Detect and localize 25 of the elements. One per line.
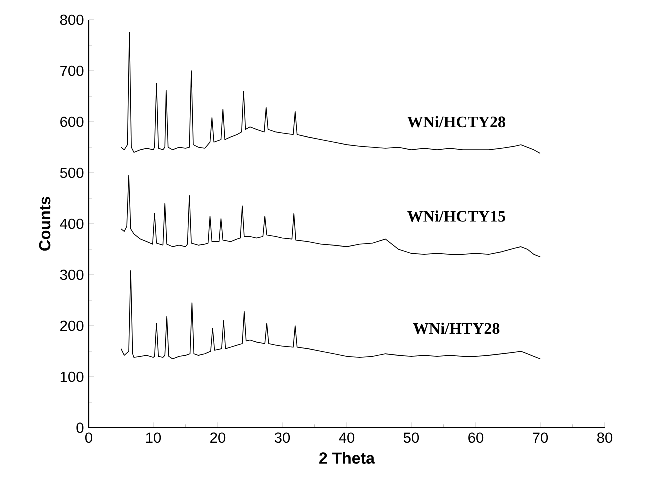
y-tick-label: 200 [60,320,84,332]
x-tick-label: 20 [210,432,226,444]
y-tick-label: 400 [60,218,84,230]
series-label: WNi/HCTY15 [408,210,506,222]
series-label: WNi/HCTY28 [408,116,506,128]
y-tick-label: 100 [60,372,84,382]
y-axis-title: Counts [39,197,51,251]
y-tick-label: 500 [60,168,84,178]
x-tick-label: 70 [533,432,548,444]
line-series [120,270,541,360]
y-tick-label: 300 [60,270,84,280]
x-tick-label: 40 [339,432,355,444]
y-tick-label: 600 [60,116,84,128]
x-tick-label: 50 [404,432,420,444]
x-tick-label: 30 [274,432,290,444]
x-tick-label: 10 [146,432,162,444]
x-tick-label: 80 [597,432,613,444]
series-label: WNi/HTY28 [413,322,500,334]
x-tick-label: 0 [85,432,92,444]
y-tick-label: 800 [60,14,84,26]
x-axis-title: 2 Theta [320,452,376,464]
x-tick-label: 60 [468,432,484,444]
line-series [120,175,541,258]
y-tick-label: 700 [60,66,84,76]
y-tick-label: 0 [76,422,84,434]
